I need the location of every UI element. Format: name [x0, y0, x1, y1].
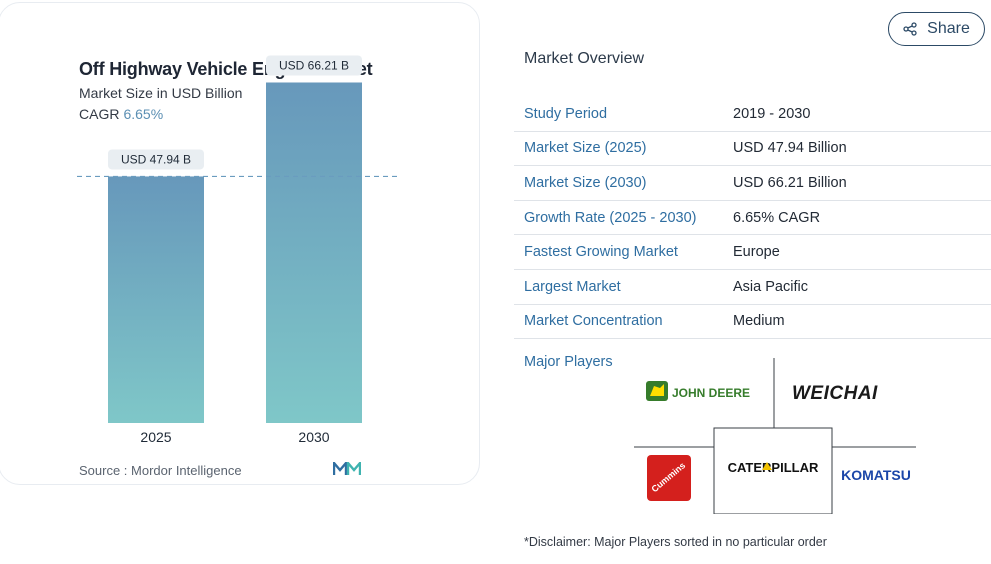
market-chart-card: Off Highway Vehicle Engine Market Market…	[0, 2, 480, 485]
caterpillar-logo: CATERPILLAR	[728, 460, 819, 475]
bar-chart: USD 47.94 B 2025 USD 66.21 B 2030	[77, 55, 397, 445]
overview-row-market-size-2030: Market Size (2030) USD 66.21 Billion	[514, 166, 991, 201]
overview-key: Largest Market	[524, 278, 621, 295]
share-label: Share	[927, 20, 970, 37]
data-label: USD 66.21 B	[279, 58, 349, 72]
overview-key: Market Size (2025)	[524, 140, 647, 157]
cagr-label: CAGR	[79, 106, 120, 122]
svg-text:CATERPILLAR: CATERPILLAR	[728, 460, 819, 475]
overview-row-market-size-2025: Market Size (2025) USD 47.94 Billion	[514, 132, 991, 167]
disclaimer-text: *Disclaimer: Major Players sorted in no …	[524, 535, 827, 549]
chart-subtitle: Market Size in USD Billion	[79, 85, 243, 101]
market-overview-table: Study Period 2019 - 2030 Market Size (20…	[514, 97, 991, 340]
overview-value: Europe	[733, 244, 780, 261]
overview-key: Study Period	[524, 105, 608, 122]
x-tick-label: 2030	[298, 429, 329, 445]
share-icon	[903, 22, 917, 36]
mordor-intelligence-logo	[333, 462, 361, 475]
overview-value: Asia Pacific	[733, 278, 808, 295]
overview-row-concentration: Market Concentration Medium	[514, 305, 991, 340]
svg-text:JOHN DEERE: JOHN DEERE	[672, 386, 750, 400]
overview-value: USD 47.94 Billion	[733, 140, 847, 157]
overview-key: Growth Rate (2025 - 2030)	[524, 209, 697, 226]
share-button[interactable]: Share	[888, 12, 985, 46]
bar-2025	[108, 176, 204, 423]
market-overview-title: Market Overview	[524, 50, 645, 67]
overview-value: 2019 - 2030	[733, 105, 811, 122]
major-players-label: Major Players	[524, 354, 613, 370]
chart-source: Source : Mordor Intelligence	[79, 463, 242, 478]
chart-cagr: CAGR 6.65%	[79, 106, 163, 122]
overview-key: Fastest Growing Market	[524, 244, 678, 261]
komatsu-logo: KOMATSU	[841, 467, 911, 483]
overview-row-study-period: Study Period 2019 - 2030	[514, 97, 991, 132]
cummins-logo: Cummins	[647, 455, 691, 501]
data-label: USD 47.94 B	[121, 152, 191, 166]
overview-value: 6.65% CAGR	[733, 209, 821, 226]
data-label-bg	[108, 149, 204, 170]
overview-row-growth-rate: Growth Rate (2025 - 2030) 6.65% CAGR	[514, 201, 991, 236]
data-label-bg	[266, 55, 362, 76]
bar-2030	[266, 82, 362, 424]
john-deere-logo: JOHN DEERE	[646, 381, 750, 401]
overview-key: Market Size (2030)	[524, 174, 647, 191]
major-players-logos: JOHN DEERE WEICHAI CATERPILLAR Cummins K…	[634, 358, 916, 514]
overview-row-fastest-growing: Fastest Growing Market Europe	[514, 235, 991, 270]
overview-row-largest-market: Largest Market Asia Pacific	[514, 270, 991, 305]
overview-value: Medium	[733, 313, 785, 330]
x-tick-label: 2025	[140, 429, 171, 445]
overview-key: Market Concentration	[524, 313, 663, 330]
weichai-logo: WEICHAI	[792, 383, 878, 404]
overview-value: USD 66.21 Billion	[733, 174, 847, 191]
cagr-value: 6.65%	[123, 106, 164, 122]
